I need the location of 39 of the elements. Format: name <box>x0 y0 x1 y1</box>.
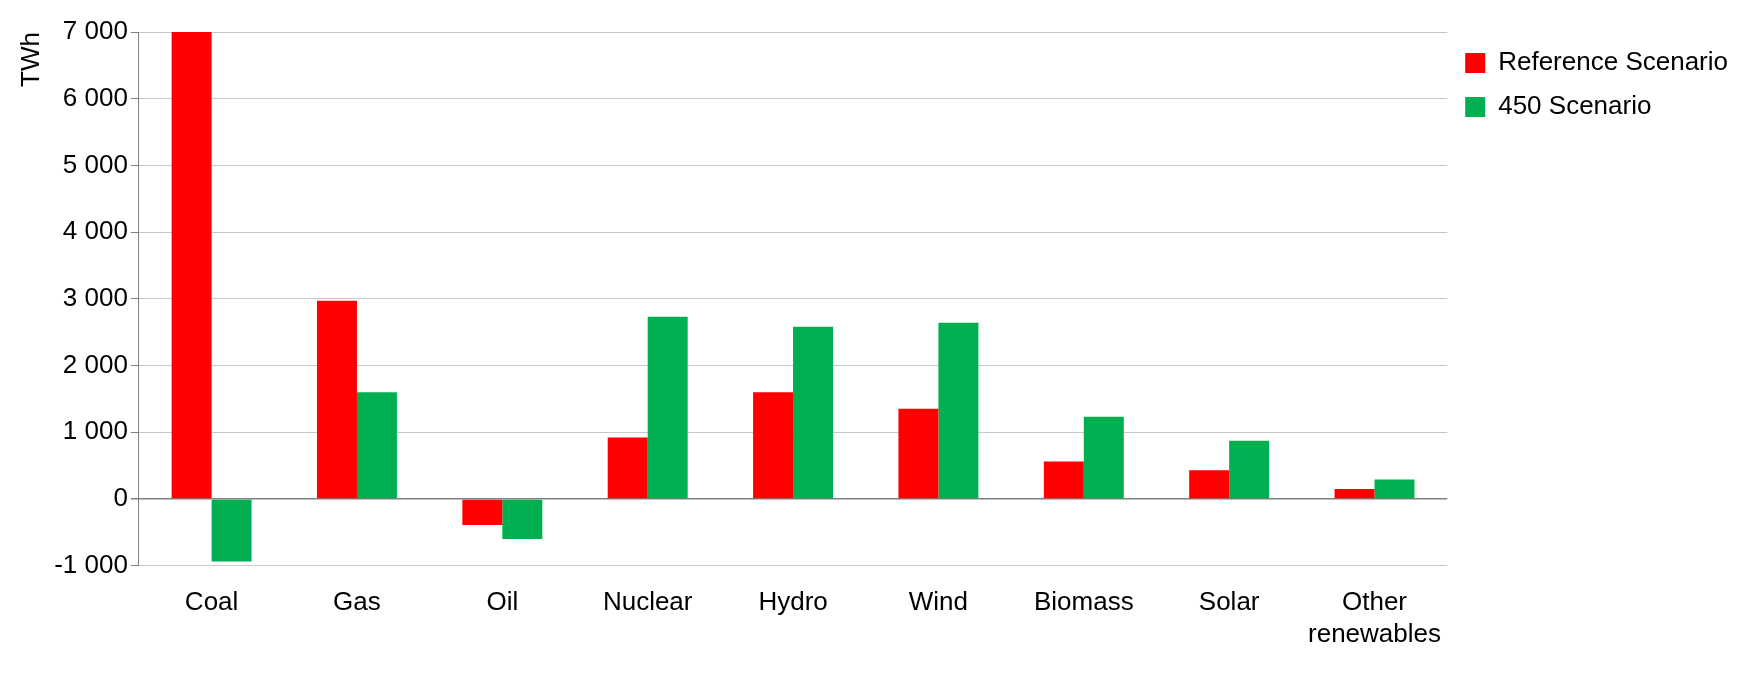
y-tick-label: 1 000 <box>62 415 128 446</box>
bar <box>1334 488 1375 499</box>
bar <box>938 322 979 499</box>
bar <box>1229 440 1270 499</box>
x-tick-label: Oil <box>486 586 519 617</box>
x-tick-label: Solar <box>1198 586 1260 617</box>
y-tick-label: -1 000 <box>54 548 128 579</box>
legend-label: Reference Scenario <box>1498 46 1729 77</box>
bar <box>1043 461 1084 499</box>
x-tick-label: Gas <box>333 586 381 617</box>
x-tick-label: Biomass <box>1033 586 1134 617</box>
bar <box>607 437 648 499</box>
bar <box>171 32 212 499</box>
y-axis-title: TWh <box>14 32 45 87</box>
y-tick-label: 2 000 <box>62 348 128 379</box>
x-tick-label: Coal <box>184 586 239 617</box>
bar <box>211 499 252 562</box>
y-tick-label: 0 <box>113 482 128 513</box>
legend-label: 450 Scenario <box>1498 90 1652 121</box>
bar <box>647 316 688 499</box>
y-tick-label: 5 000 <box>62 148 128 179</box>
x-tick-label: Nuclear <box>602 586 693 617</box>
bar <box>1083 416 1124 499</box>
y-tick-label: 7 000 <box>62 15 128 46</box>
bar <box>462 499 503 525</box>
y-tick-label: 6 000 <box>62 81 128 112</box>
bar <box>898 408 939 499</box>
x-tick-label: Other renewables <box>1308 586 1442 648</box>
x-tick-label: Hydro <box>758 586 828 617</box>
y-tick-label: 3 000 <box>62 281 128 312</box>
bar <box>753 392 794 499</box>
bar <box>1374 479 1415 499</box>
bar <box>356 392 397 499</box>
bar <box>1189 470 1230 499</box>
bar <box>316 300 357 499</box>
x-tick-label: Wind <box>908 586 969 617</box>
bar <box>502 499 543 539</box>
bar <box>793 326 834 499</box>
y-tick-label: 4 000 <box>62 215 128 246</box>
